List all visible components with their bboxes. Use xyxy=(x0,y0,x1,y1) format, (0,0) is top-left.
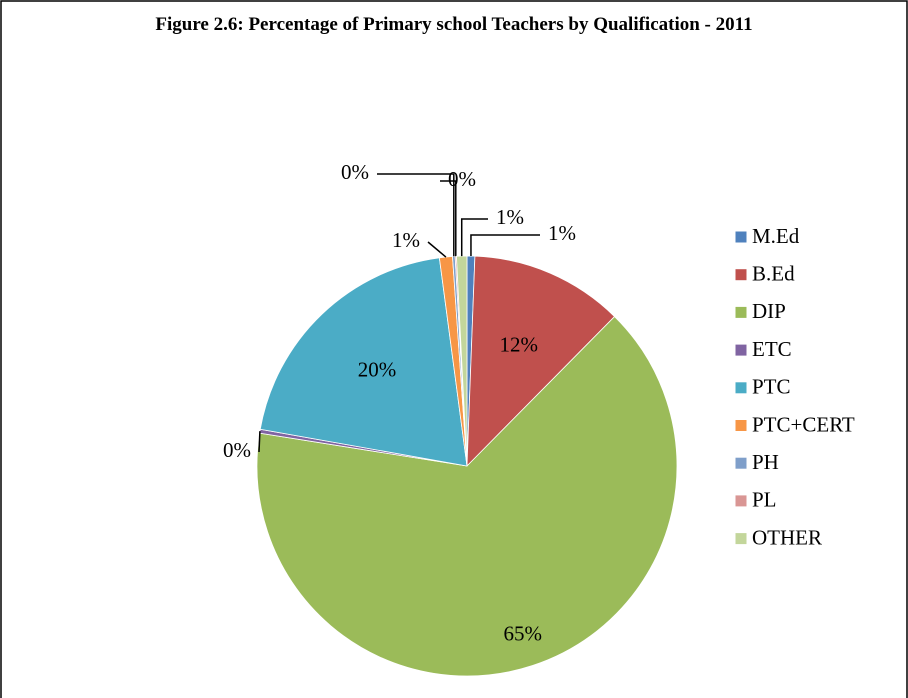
legend-swatch xyxy=(734,305,748,319)
legend-label: OTHER xyxy=(752,525,822,549)
pie-slice xyxy=(466,255,616,468)
data-label: 1% xyxy=(496,205,524,229)
data-label: 0% xyxy=(341,160,369,184)
leader-line xyxy=(377,173,455,257)
legend-label: B.Ed xyxy=(752,262,795,286)
legend-label: PTC+CERT xyxy=(752,412,855,436)
legend-swatch xyxy=(734,343,748,357)
legend-swatch xyxy=(734,494,748,508)
leader-line xyxy=(258,431,261,453)
legend-swatch xyxy=(734,230,748,244)
pie-slice xyxy=(259,257,468,467)
leader-line xyxy=(427,241,447,258)
legend-swatch xyxy=(734,381,748,395)
data-label: 1% xyxy=(548,221,576,245)
legend-swatch xyxy=(734,419,748,432)
legend-label: M.Ed xyxy=(752,224,800,248)
leader-line xyxy=(470,234,540,257)
chart-title: Figure 2.6: Percentage of Primary school… xyxy=(155,14,753,35)
pie-slice xyxy=(256,316,678,677)
legend-label: PTC xyxy=(752,375,791,399)
legend-swatch xyxy=(734,532,748,546)
legend-swatch xyxy=(734,456,748,470)
legend-label: PL xyxy=(752,488,777,512)
leader-line xyxy=(460,218,488,257)
data-label: 0% xyxy=(223,438,251,462)
legend-swatch xyxy=(734,268,748,282)
leader-line xyxy=(440,180,457,257)
data-label: 65% xyxy=(503,621,542,645)
legend-label: DIP xyxy=(752,299,786,323)
data-label: 12% xyxy=(499,332,538,356)
data-label: 20% xyxy=(358,358,397,382)
data-label: 1% xyxy=(392,228,420,252)
data-label: 0% xyxy=(448,167,476,191)
legend-label: PH xyxy=(752,450,779,474)
legend-label: ETC xyxy=(752,337,792,361)
